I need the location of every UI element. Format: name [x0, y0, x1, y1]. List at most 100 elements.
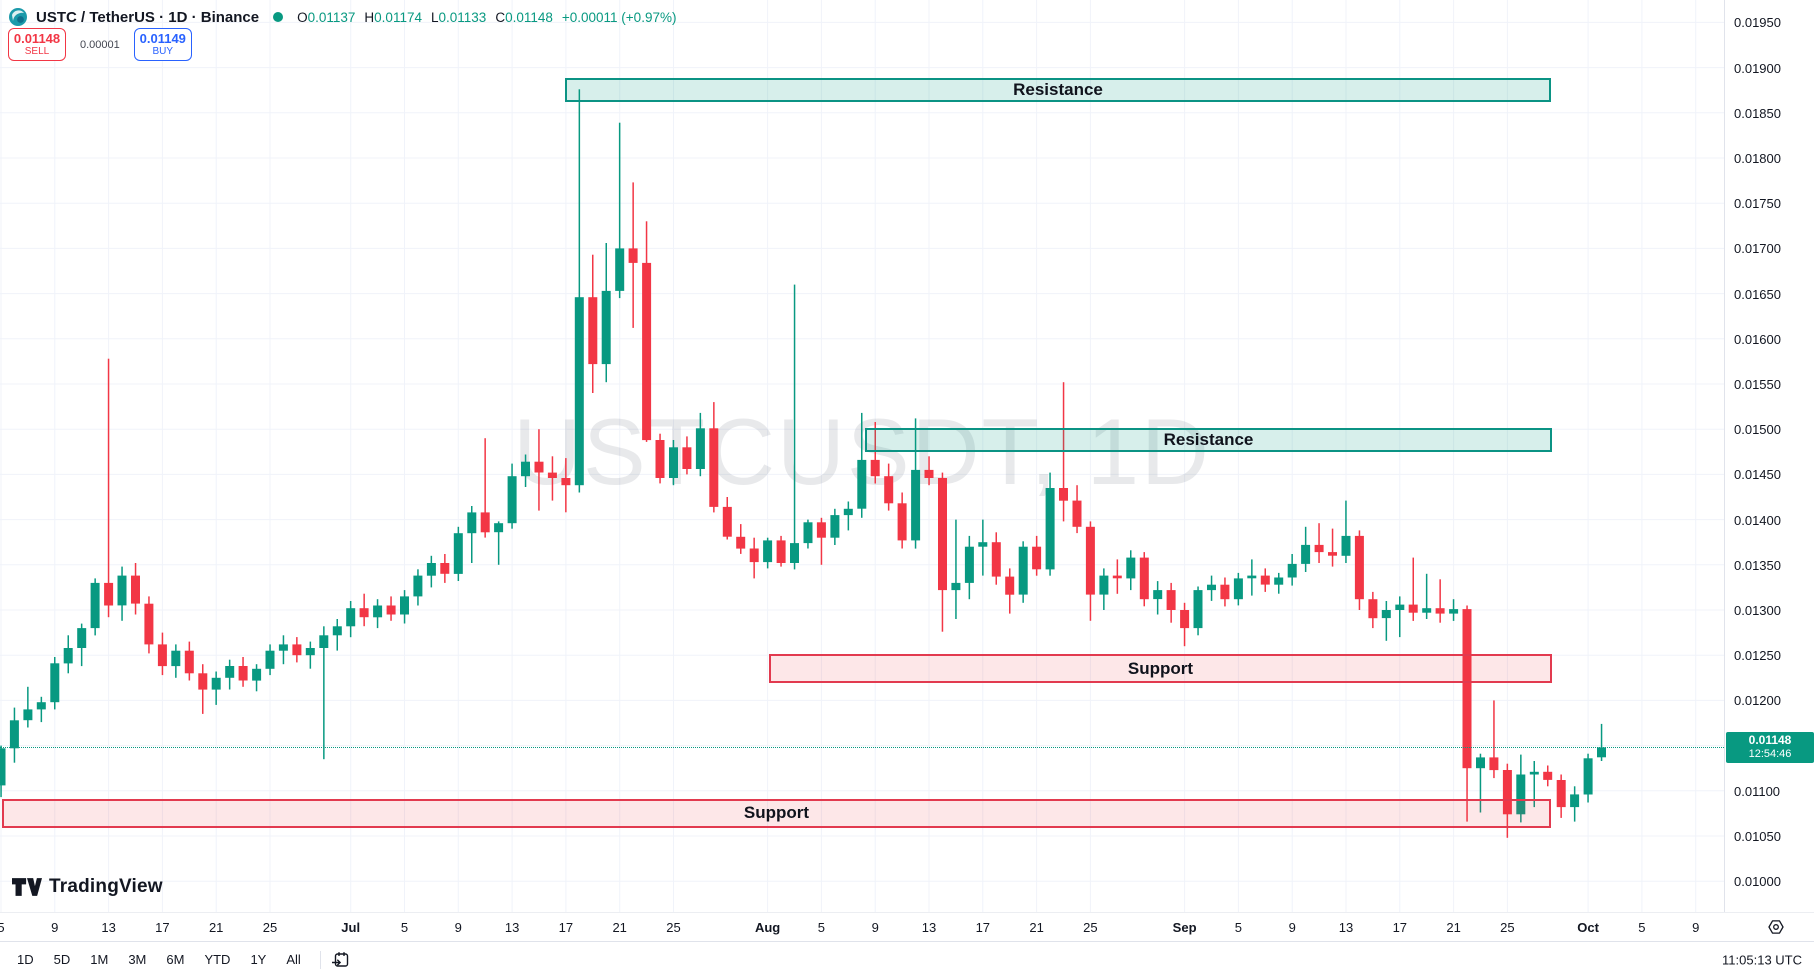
price-axis-label: 0.01850 — [1734, 105, 1781, 121]
time-axis-label: Jul — [341, 920, 361, 935]
time-axis-label: 21 — [612, 920, 627, 935]
candle — [9, 707, 19, 763]
candle — [319, 626, 329, 760]
range-button-all[interactable]: All — [286, 952, 301, 967]
bar-countdown: 12:54:46 — [1748, 748, 1792, 761]
candle — [1489, 700, 1499, 779]
candle — [157, 632, 167, 676]
candle — [104, 358, 114, 618]
range-button-3m[interactable]: 3M — [128, 952, 147, 967]
support-zone[interactable]: Support — [769, 654, 1552, 684]
candle — [1462, 605, 1472, 822]
candle — [1314, 523, 1324, 563]
candle — [265, 644, 275, 676]
candle — [1408, 557, 1418, 621]
time-axis-label: Sep — [1172, 920, 1197, 935]
candle — [1005, 568, 1015, 614]
candle — [1112, 559, 1122, 594]
symbol-title[interactable]: USTC / TetherUS · 1D · Binance — [36, 8, 260, 26]
range-button-ytd[interactable]: YTD — [204, 952, 231, 967]
candle — [669, 440, 678, 486]
candle — [63, 635, 73, 674]
go-to-date-button[interactable] — [331, 950, 351, 970]
symbol-logo-icon — [9, 8, 27, 26]
candle — [547, 456, 557, 501]
range-button-5d[interactable]: 5D — [53, 952, 71, 967]
time-axis-label: 9 — [1692, 920, 1700, 935]
ohlc-segment: H0.01174 — [364, 9, 422, 25]
candle — [305, 641, 315, 669]
price-axis-label: 0.01100 — [1734, 783, 1781, 799]
candle — [278, 635, 288, 665]
price-axis-label: 0.01900 — [1734, 60, 1781, 76]
price-axis-label: 0.01400 — [1734, 512, 1781, 528]
sell-button[interactable]: 0.01148 SELL — [8, 28, 66, 61]
candle — [588, 254, 598, 393]
time-axis-label: 17 — [1392, 920, 1408, 935]
ohlc-segment: L0.01133 — [430, 9, 487, 25]
market-status-icon[interactable] — [273, 12, 284, 22]
zone-label: Resistance — [1013, 79, 1103, 99]
range-button-1d[interactable]: 1D — [17, 952, 34, 967]
candle — [749, 537, 759, 579]
candle — [467, 506, 477, 563]
resistance-zone[interactable]: Resistance — [565, 77, 1551, 102]
range-button-1y[interactable]: 1Y — [250, 952, 267, 967]
candle — [480, 438, 490, 538]
price-axis-label: 0.01250 — [1734, 648, 1781, 664]
candle — [1341, 500, 1351, 563]
candle — [722, 497, 732, 540]
ohlc-segment: +0.00011 (+0.97%) — [561, 9, 677, 25]
candle — [803, 519, 813, 549]
date-range-buttons: 1D 5D 1M 3M 6M YTD 1Y All — [0, 948, 310, 971]
candle — [1301, 526, 1311, 572]
price-axis[interactable]: 0.01950 0.01900 0.01850 0.01800 0.01750 0.017… — [1724, 0, 1814, 912]
candle — [642, 221, 652, 442]
price-axis-label: 0.01000 — [1734, 874, 1781, 890]
candle — [77, 623, 87, 667]
time-axis[interactable]: 5 9 13 17 21 25 Jul 5 9 13 17 21 25 Aug 5 9 13 17 21 25 Sep 5… — [0, 912, 1814, 942]
candle — [1059, 382, 1068, 522]
time-axis-label: 17 — [558, 920, 574, 935]
utc-clock[interactable]: 11:05:13 UTC — [1722, 952, 1802, 967]
gear-icon[interactable] — [1767, 918, 1785, 936]
candle — [1395, 596, 1405, 638]
time-axis-label: 5 — [400, 920, 409, 935]
range-button-1m[interactable]: 1M — [90, 952, 109, 967]
drawing-zones: Resistance Resistance Support Support — [2, 77, 1552, 828]
zone-label: Resistance — [1163, 430, 1254, 450]
candle — [50, 657, 60, 710]
candle — [400, 590, 409, 624]
candle — [1193, 586, 1203, 636]
candle — [615, 122, 625, 299]
candle — [1368, 591, 1378, 629]
candle — [911, 418, 921, 549]
candle — [763, 537, 773, 569]
ohlc-segment: C0.01148 — [495, 9, 553, 25]
buy-button[interactable]: 0.01149 BUY — [133, 28, 192, 61]
candle — [978, 519, 988, 576]
time-axis-label: 13 — [504, 920, 520, 935]
range-button-6m[interactable]: 6M — [166, 952, 185, 967]
time-axis-label: 21 — [1029, 920, 1044, 935]
candle — [117, 566, 127, 621]
candle — [964, 535, 974, 600]
candle — [1516, 754, 1526, 823]
resistance-zone[interactable]: Resistance — [865, 428, 1552, 452]
candle — [924, 456, 934, 486]
candle — [184, 641, 194, 681]
candle — [938, 472, 947, 632]
candle — [790, 284, 799, 570]
candlestick-series — [0, 89, 1606, 838]
support-zone[interactable]: Support — [2, 798, 1551, 828]
candle — [843, 501, 853, 531]
zone-label: Support — [1127, 658, 1194, 678]
time-axis-label: 9 — [454, 920, 462, 935]
candle — [1220, 577, 1230, 607]
tradingview-logo[interactable]: TradingView — [12, 876, 163, 898]
candle — [574, 89, 584, 493]
candle — [1583, 753, 1593, 803]
candle — [292, 637, 302, 663]
chart-pane[interactable]: USTCUSDT, 1D Resistance Resistance Support… — [0, 0, 1724, 912]
